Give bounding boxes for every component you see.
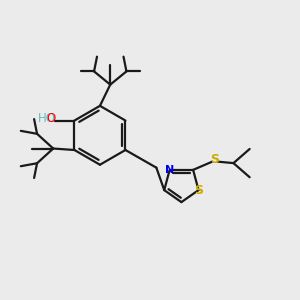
- Text: N: N: [165, 165, 174, 175]
- Text: O: O: [47, 112, 56, 125]
- Text: S: S: [210, 153, 219, 166]
- Text: S: S: [194, 184, 203, 197]
- Text: HO: HO: [38, 112, 56, 125]
